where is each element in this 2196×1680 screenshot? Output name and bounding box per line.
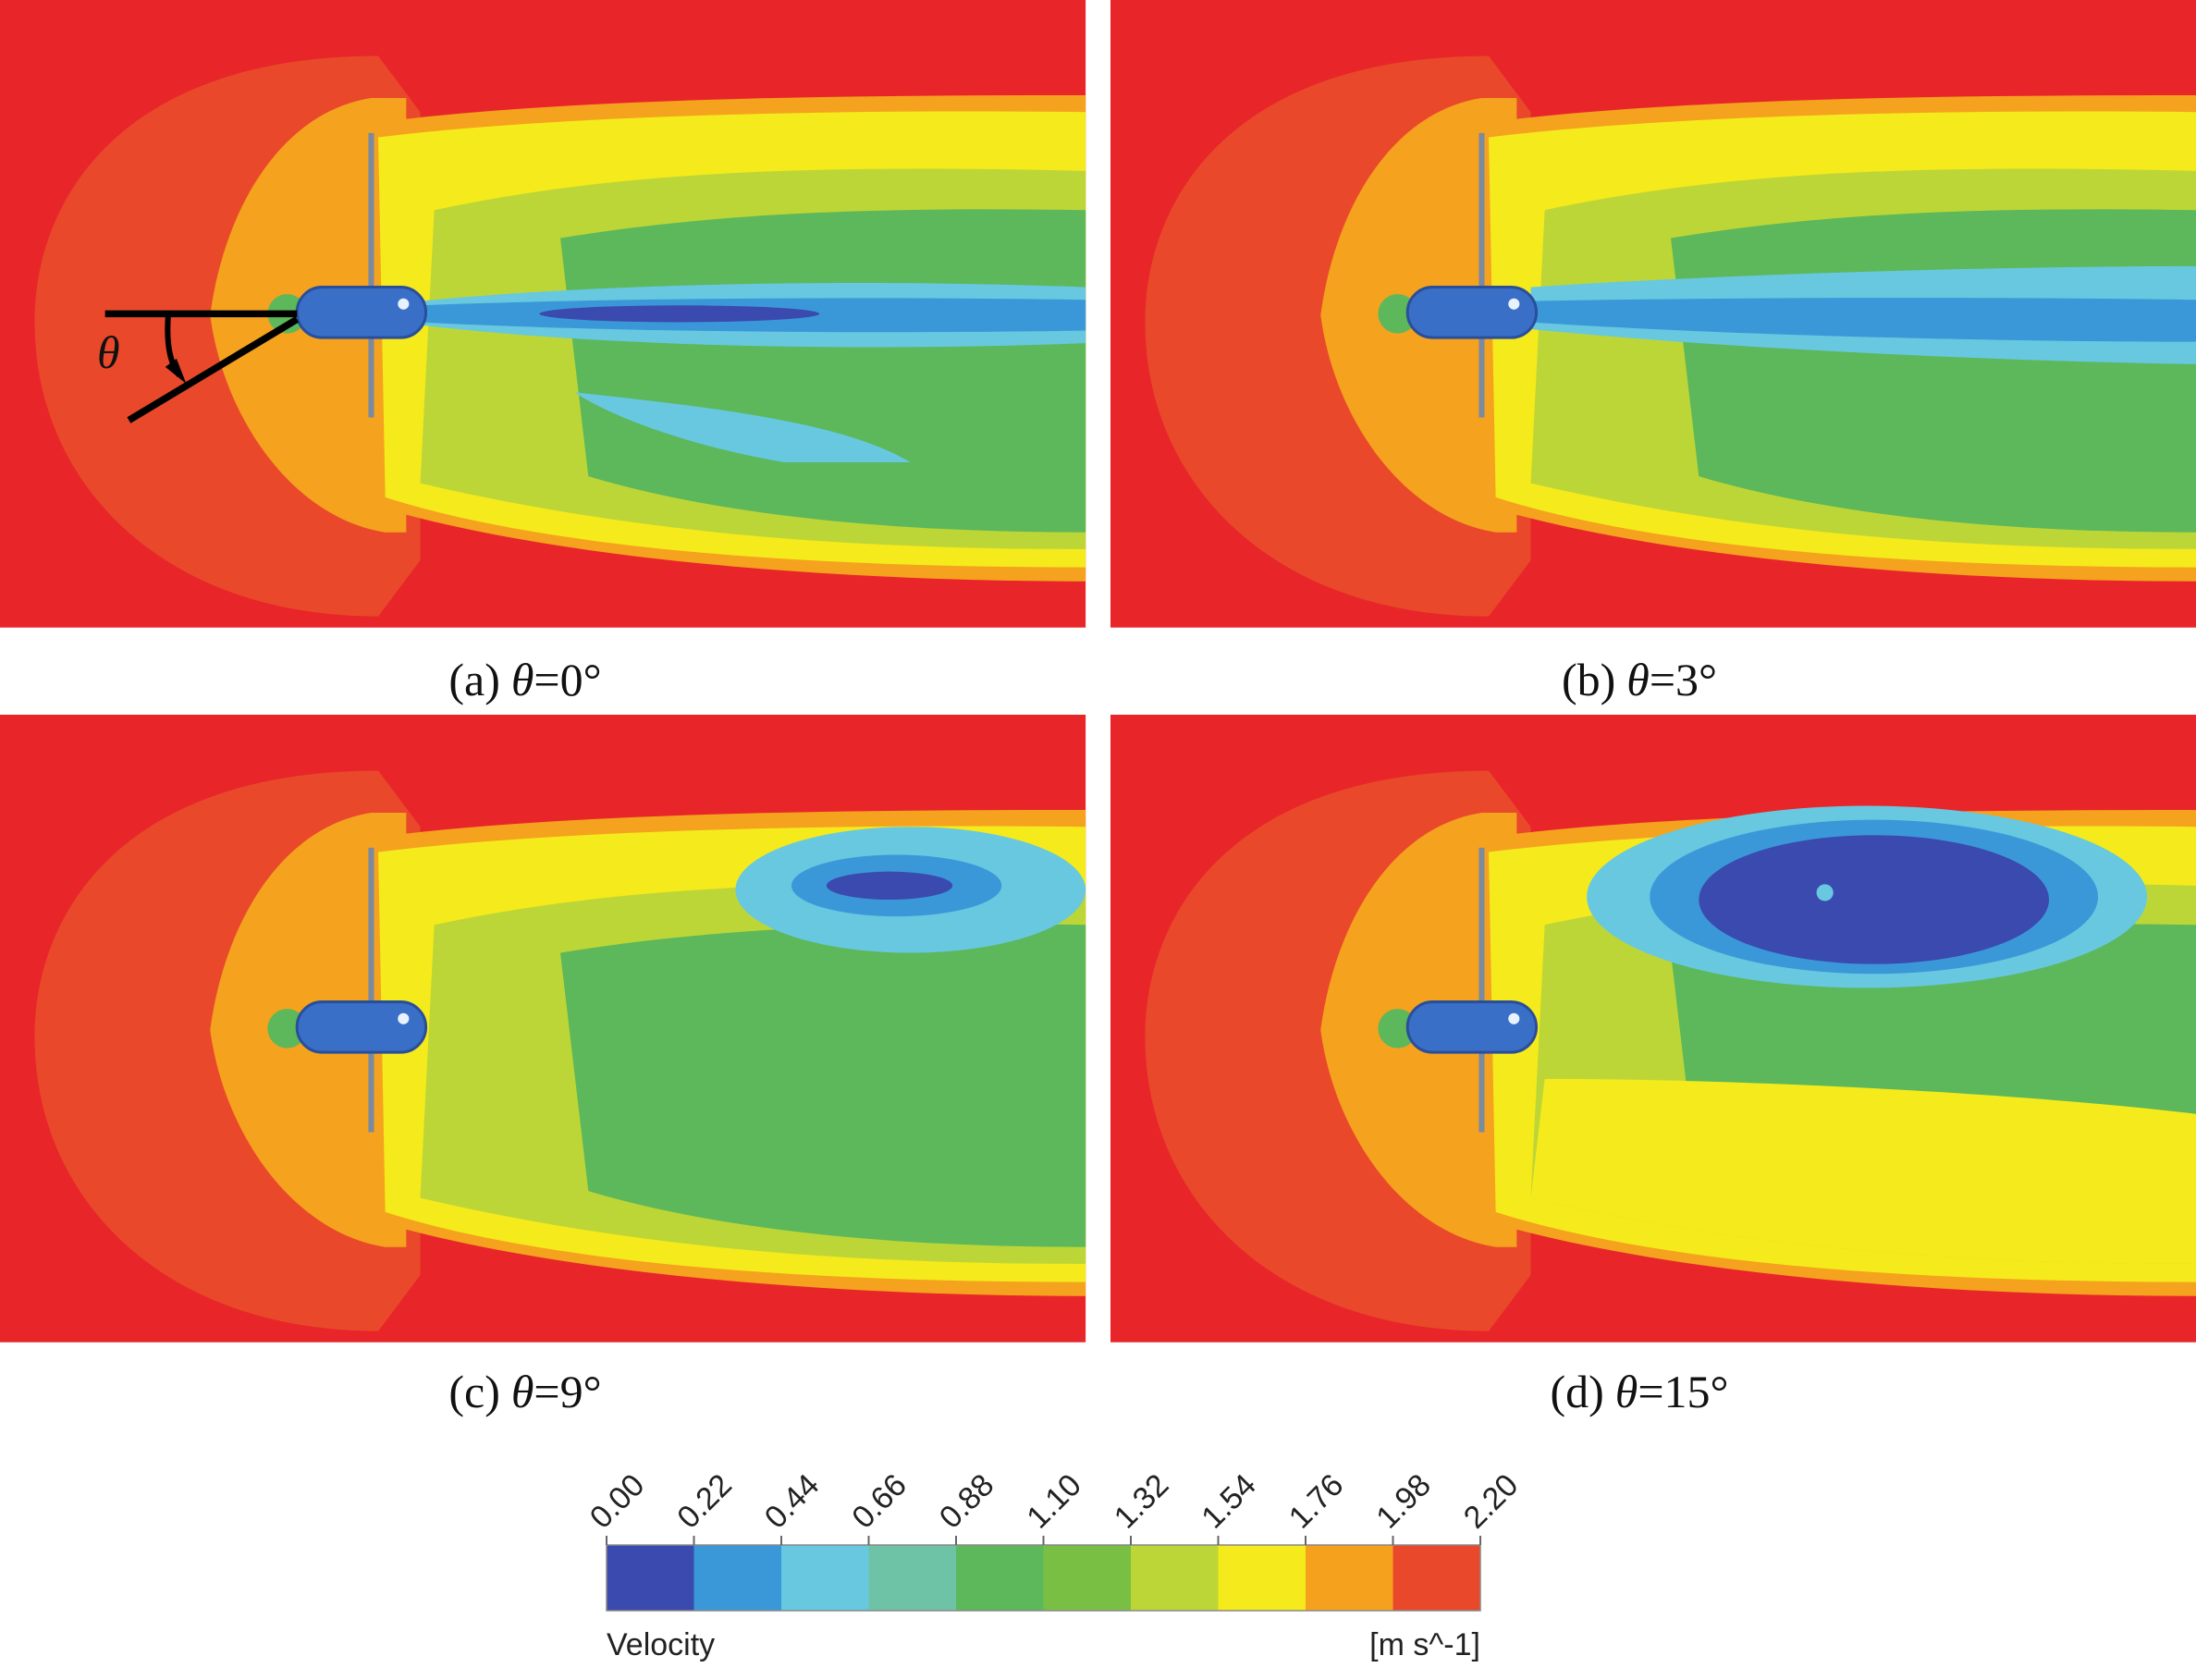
panel-caption: (a) θ=0°	[448, 654, 601, 705]
contour-panel	[0, 715, 1086, 1343]
panel-label: (a)	[448, 654, 500, 705]
tick-label: 1.54	[1195, 1467, 1263, 1536]
panel-caption: (c) θ=9°	[448, 1366, 601, 1417]
theta-value: =0°	[534, 654, 601, 705]
contour-panel	[0, 0, 1086, 628]
color-bin	[1306, 1545, 1393, 1611]
tick-label: 1.10	[1020, 1467, 1088, 1536]
color-bin	[1218, 1545, 1306, 1611]
panel-label: (b)	[1562, 654, 1615, 705]
panel-caption: (b) θ=3°	[1562, 654, 1717, 705]
theta: θ	[511, 1366, 534, 1417]
tick-label: 1.76	[1282, 1467, 1351, 1536]
colorbar-title: Velocity	[607, 1627, 715, 1662]
angle-symbol: θ	[97, 326, 120, 378]
color-bin	[868, 1545, 956, 1611]
theta: θ	[1615, 1366, 1638, 1417]
color-bin	[1392, 1545, 1480, 1611]
theta: θ	[511, 654, 534, 705]
colorbar-unit: [m s^-1]	[1369, 1627, 1480, 1662]
tick-label: 0.00	[583, 1467, 652, 1536]
tick-label: 2.20	[1457, 1467, 1526, 1536]
color-bin	[1043, 1545, 1131, 1611]
panel-label: (d)	[1550, 1366, 1603, 1417]
tick-label: 0.22	[670, 1467, 739, 1536]
color-bin	[693, 1545, 781, 1611]
color-bin	[956, 1545, 1044, 1611]
panel-label: (c)	[448, 1366, 500, 1417]
color-bin	[781, 1545, 869, 1611]
panel-caption: (d) θ=15°	[1550, 1366, 1728, 1417]
color-bin	[607, 1545, 694, 1611]
tick-label: 0.66	[845, 1467, 914, 1536]
theta: θ	[1626, 654, 1650, 705]
theta-value: =15°	[1638, 1366, 1728, 1417]
tick-label: 1.32	[1108, 1467, 1176, 1536]
tick-label: 1.98	[1369, 1467, 1438, 1536]
theta-value: =9°	[534, 1366, 601, 1417]
contour-panel	[1110, 715, 2196, 1343]
tick-label: 0.44	[758, 1467, 827, 1536]
tick-label: 0.88	[933, 1467, 1001, 1536]
contour-panel	[1110, 0, 2196, 628]
color-bin	[1131, 1545, 1219, 1611]
theta-value: =3°	[1650, 654, 1717, 705]
